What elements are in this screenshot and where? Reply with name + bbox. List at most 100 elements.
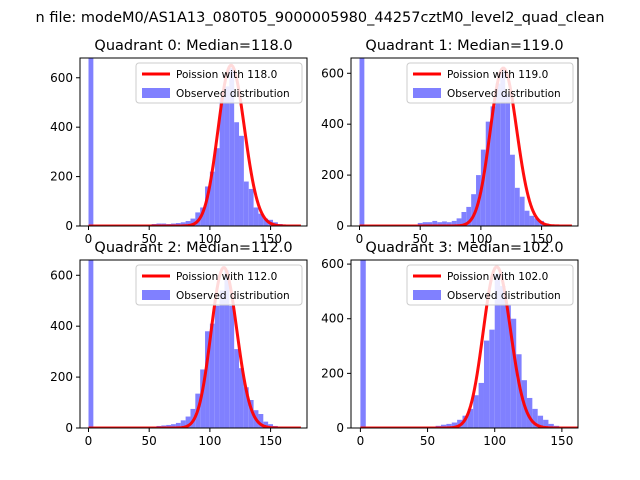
histogram-bar	[451, 422, 458, 428]
histogram-bar	[422, 222, 428, 226]
histogram-bar	[175, 422, 181, 428]
histogram-bar	[543, 419, 549, 428]
histogram-bar	[190, 218, 196, 226]
x-tick-label: 0	[356, 232, 364, 246]
x-tick-label: 0	[357, 434, 365, 448]
histogram-bar	[219, 290, 225, 428]
y-tick-label: 0	[336, 219, 344, 233]
histogram-bar	[510, 154, 515, 226]
histogram-bar	[359, 58, 365, 226]
legend-hist-swatch	[142, 290, 170, 300]
histogram-bar	[505, 93, 511, 226]
x-tick-label: 100	[198, 232, 221, 246]
histogram-bar	[442, 221, 447, 226]
x-tick-label: 150	[530, 232, 553, 246]
y-tick-label: 200	[321, 168, 344, 182]
quadrant-3-chart: 0 50 100 150 0 200 400 600 Quadrant 3: Median=10…	[321, 240, 579, 448]
histogram-bar	[490, 106, 496, 226]
histogram-bar	[505, 305, 511, 428]
x-tick-label: 100	[469, 232, 492, 246]
quadrant-2-chart: 0 50 100 150 0 200 400 600 Quadrant 2: Median=11…	[50, 240, 308, 448]
figure-suptitle: n file: modeM0/AS1A13_080T05_9000005980_…	[36, 10, 605, 26]
poisson-curve	[359, 66, 573, 226]
quadrant-1-title: Quadrant 1: Median=119.0	[365, 38, 563, 54]
y-tick-label: 600	[321, 66, 344, 80]
histogram-bar	[88, 58, 94, 226]
quadrant-2-axes-frame	[79, 259, 308, 429]
histogram-bar	[209, 171, 215, 226]
histogram-bar	[514, 187, 520, 226]
histogram-bar	[229, 305, 235, 428]
histogram-bar	[360, 260, 366, 428]
histogram-bar	[417, 222, 423, 226]
histogram-bar	[500, 68, 506, 226]
histogram-bar	[461, 212, 467, 226]
quadrant-1-plot-area	[359, 58, 573, 226]
quadrant-1-chart: 0 50 100 150 0 200 400 600 Quadrant 1: Median=11…	[321, 38, 579, 246]
histogram-bar	[534, 218, 540, 226]
legend-hist-swatch	[142, 88, 170, 98]
quadrant-0-plot-area	[88, 58, 302, 226]
histogram-bar	[526, 397, 533, 428]
quadrant-0-axes-frame	[79, 57, 308, 227]
x-tick-label: 100	[483, 434, 506, 448]
histogram-bar	[532, 408, 538, 428]
histogram-bar	[473, 395, 479, 428]
histogram-bar	[219, 97, 225, 226]
legend-line-label: Poission with 102.0	[447, 271, 548, 283]
poisson-curve	[88, 63, 302, 226]
histogram-bar	[253, 207, 259, 226]
y-tick-label: 400	[50, 120, 73, 134]
histogram-bar	[243, 181, 249, 226]
histogram-bar	[440, 424, 447, 428]
legend-hist-label: Observed distribution	[447, 290, 561, 302]
histogram-bar	[446, 423, 452, 428]
x-tick-label: 50	[142, 232, 157, 246]
legend-hist-label: Observed distribution	[447, 88, 561, 100]
quadrant-2-title: Quadrant 2: Median=112.0	[94, 240, 292, 256]
histogram-bar	[205, 331, 210, 428]
legend-line-label: Poission with 119.0	[447, 69, 548, 81]
histogram-bar	[258, 213, 264, 226]
histogram-bar	[200, 369, 206, 428]
histogram-bar	[529, 215, 535, 226]
x-tick-label: 150	[259, 434, 282, 448]
quadrant-1-axes-frame	[350, 57, 579, 227]
histogram-bar	[432, 220, 438, 226]
y-tick-label: 400	[321, 117, 344, 131]
histogram-bar	[166, 424, 172, 428]
poisson-curve	[360, 265, 578, 428]
quadrant-3-title: Quadrant 3: Median=102.0	[365, 240, 563, 256]
histogram-bar	[88, 260, 94, 428]
histogram-bar	[537, 415, 544, 428]
histogram-bar	[446, 222, 452, 226]
y-tick-label: 200	[50, 170, 73, 184]
histogram-bar	[248, 188, 254, 226]
histogram-bar	[205, 186, 210, 226]
y-tick-label: 600	[50, 268, 73, 282]
quadrant-2-plot-area	[88, 260, 302, 428]
histogram-bar	[510, 318, 517, 428]
histogram-bar	[263, 421, 269, 428]
y-tick-label: 400	[50, 319, 73, 333]
x-tick-label: 0	[85, 434, 93, 448]
histogram-bar	[171, 424, 176, 428]
histogram-bar	[485, 121, 491, 226]
histogram-bar	[258, 414, 264, 428]
histogram-bar	[234, 349, 240, 428]
legend-hist-swatch	[413, 290, 441, 300]
x-tick-label: 150	[259, 232, 282, 246]
histogram-bar	[471, 194, 477, 226]
histogram-bar	[229, 67, 235, 226]
histogram-bar	[185, 221, 191, 226]
histogram-bar	[483, 340, 490, 428]
x-tick-label: 50	[420, 434, 435, 448]
histogram-bar	[239, 135, 244, 226]
histogram-bar	[234, 122, 240, 226]
legend-box	[406, 62, 574, 104]
y-tick-label: 600	[321, 257, 344, 271]
x-tick-label: 150	[550, 434, 573, 448]
legend-hist-label: Observed distribution	[176, 88, 290, 100]
histogram-bar	[494, 273, 501, 428]
